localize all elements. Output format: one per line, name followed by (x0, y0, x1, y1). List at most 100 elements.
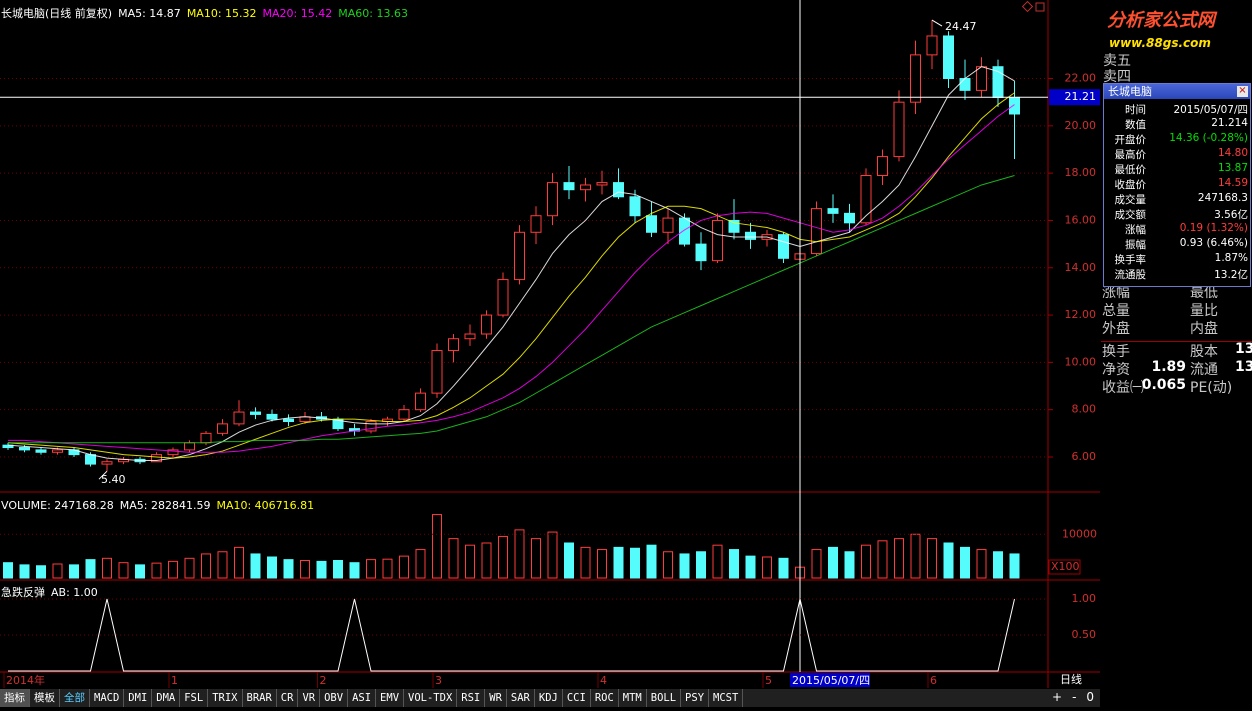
tab[interactable]: MCST (709, 689, 744, 707)
popup-label: 数值 (1125, 119, 1146, 131)
tab[interactable]: SAR (507, 689, 535, 707)
volume-bar (118, 562, 129, 579)
y-tick-label: 10.00 (1065, 355, 1097, 368)
tab[interactable]: KDJ (535, 689, 563, 707)
tab[interactable]: ASI (348, 689, 377, 707)
order-label: 卖五 (1103, 53, 1131, 69)
candle-body (35, 449, 47, 453)
volume-bar (415, 549, 426, 579)
x-tick-label: 6 (930, 674, 937, 687)
tab[interactable]: CR (277, 689, 299, 707)
tab[interactable]: VR (298, 689, 321, 707)
quote-label: 总量 (1102, 303, 1130, 319)
quote-label: 股本 (1190, 344, 1218, 360)
tab[interactable]: PSY (681, 689, 710, 707)
zoom-button[interactable]: 0 (1086, 690, 1095, 704)
volume-bar (729, 549, 739, 579)
popup-label: 振幅 (1125, 239, 1146, 251)
quote-value: 13. (1235, 359, 1252, 375)
quote-label: 最低 (1190, 285, 1218, 301)
candle-body (811, 208, 822, 255)
candle-body (860, 175, 872, 224)
tab[interactable]: ROC (591, 689, 619, 707)
volume-bar (762, 556, 772, 579)
window-icon[interactable] (1021, 0, 1034, 13)
quote-label: 内盘 (1190, 321, 1218, 337)
volume-bar (300, 560, 310, 579)
volume-bar (151, 562, 162, 579)
zoom-button[interactable]: + (1052, 690, 1063, 704)
volume-label: MA10: 406716.81 (216, 499, 315, 512)
volume-bar (564, 542, 574, 579)
volume-bar (234, 546, 244, 579)
candle-body (497, 279, 509, 316)
volume-bar (894, 538, 904, 579)
volume-bar (597, 549, 607, 579)
volume-label: VOLUME: 247168.28 (1, 499, 114, 512)
tab[interactable]: OBV (320, 689, 349, 707)
candle-body (580, 184, 591, 191)
candle-body (464, 333, 476, 340)
popup-row: 最低价 13.87 (1104, 162, 1250, 177)
y-tick-label: 6.00 (1072, 450, 1097, 463)
candle-body (530, 215, 542, 233)
quote-label: 量比 (1190, 303, 1218, 319)
quote-label: 外盘 (1102, 321, 1130, 337)
y-tick-label: 12.00 (1065, 308, 1097, 321)
tab[interactable]: DMI (124, 689, 153, 707)
tab[interactable]: EMV (376, 689, 405, 707)
annotation-line (98, 470, 108, 480)
candle-body (679, 217, 690, 245)
tab[interactable]: 模板 (30, 689, 60, 707)
popup-label: 时间 (1125, 104, 1146, 116)
popup-value: 13.2亿 (1214, 269, 1248, 281)
volume-bar (52, 563, 63, 579)
tab[interactable]: BRAR (243, 689, 277, 707)
tab[interactable]: DMA (152, 689, 181, 707)
order-label: 卖四 (1103, 69, 1131, 85)
tab[interactable]: VOL-TDX (404, 689, 458, 707)
y-tick-label: 0.50 (1072, 628, 1097, 641)
tab[interactable]: TRIX (208, 689, 243, 707)
tab[interactable]: BOLL (647, 689, 682, 707)
tab[interactable]: FSL (180, 689, 209, 707)
candle-body (151, 454, 162, 463)
tab[interactable]: 指标 (0, 689, 30, 707)
tab[interactable]: RSI (457, 689, 486, 707)
volume-bar (184, 557, 195, 579)
tab[interactable]: MTM (619, 689, 647, 707)
x-tick-label: 1 (171, 674, 178, 687)
crosshair-date-bg (790, 673, 870, 687)
tab[interactable]: 全部 (60, 689, 90, 707)
candle-body (910, 54, 921, 103)
tab[interactable]: CCI (563, 689, 591, 707)
tab[interactable]: MACD (90, 689, 125, 707)
candle-body (563, 182, 575, 191)
popup-value: 0.19 (1.32%) (1179, 222, 1248, 234)
y-tick-label: 22.00 (1065, 72, 1097, 85)
low-label: 5.40 (101, 473, 126, 486)
popup-row: 振幅 0.93 (6.46%) (1104, 237, 1250, 252)
close-button[interactable]: × (1237, 85, 1248, 97)
candle-body (695, 243, 707, 262)
y-tick-label: 14.00 (1065, 261, 1097, 274)
tab[interactable]: WR (485, 689, 507, 707)
volume-bar (399, 555, 409, 579)
crosshair-label: 21.21 (1065, 90, 1097, 103)
zoom-button[interactable]: - (1072, 690, 1077, 704)
window-icon[interactable] (1035, 2, 1045, 12)
volume-bar (630, 547, 640, 579)
popup-row: 最高价 14.80 (1104, 147, 1250, 162)
popup-value: 14.59 (1217, 177, 1248, 189)
popup-row: 成交额 3.56亿 (1104, 207, 1250, 222)
volume-bar (679, 553, 690, 579)
volume-bar (778, 557, 789, 579)
candle-body (728, 219, 740, 233)
indicator-header: 急跌反弹 AB: 1.00 (1, 581, 104, 600)
legend-entry: MA20: 15.42 (262, 7, 333, 20)
ma-line (7, 92, 1015, 459)
price-header: 长城电脑(日线 前复权) MA5: 14.87 MA10: 15.32 MA20: 1… (1, 2, 414, 21)
popup-value: 2015/05/07/四 (1173, 104, 1248, 116)
popup-title: 长城电脑 (1108, 85, 1152, 98)
